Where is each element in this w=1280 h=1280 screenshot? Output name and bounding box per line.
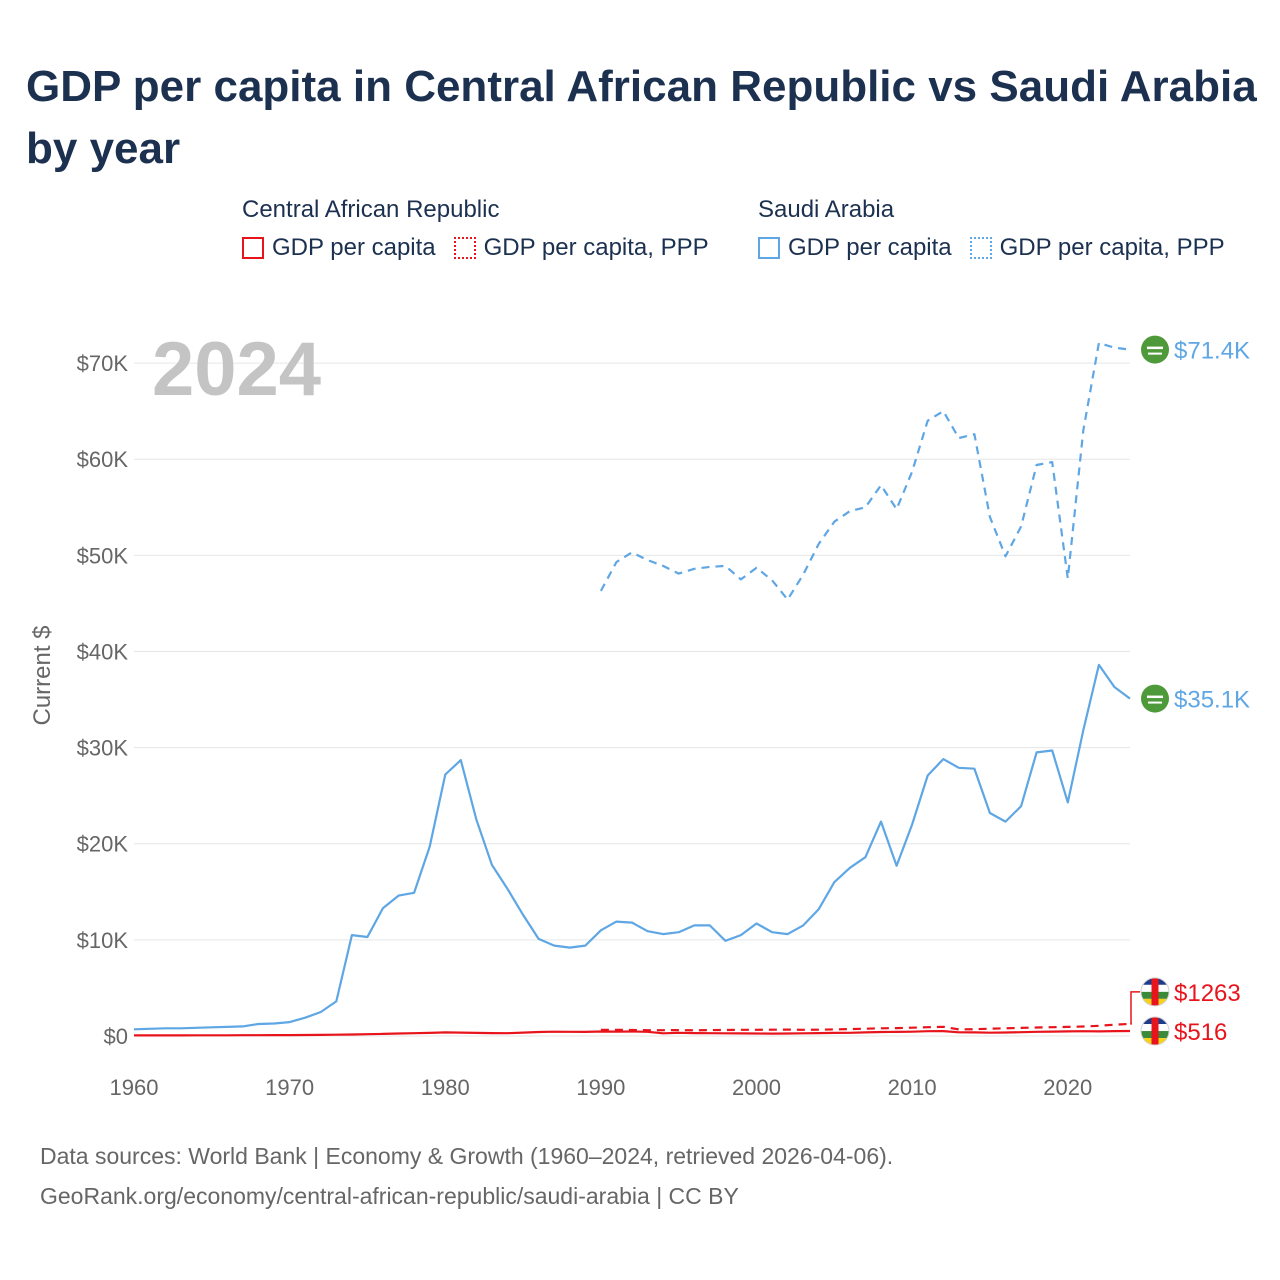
legend-group-central-african-republic: Central African Republic GDP per capita … bbox=[242, 192, 727, 268]
footer-link[interactable]: GeoRank.org/economy/central-african-repu… bbox=[40, 1183, 739, 1209]
y-tick-label: $30K bbox=[77, 736, 129, 761]
saudi-arabia-flag-icon bbox=[1141, 684, 1169, 713]
legend-swatch-solid bbox=[758, 237, 780, 259]
legend-swatch-dotted bbox=[969, 237, 992, 259]
legend-group-name: Saudi Arabia bbox=[758, 196, 895, 223]
x-tick-label: 2020 bbox=[1043, 1075, 1092, 1100]
legend-item-car-gdp-ppp[interactable]: GDP per capita, PPP bbox=[453, 234, 709, 262]
car-gdp-line[interactable] bbox=[134, 1029, 1131, 1037]
y-tick-label: $0 bbox=[104, 1024, 128, 1049]
end-value-label: $35.1K bbox=[1174, 687, 1250, 714]
saudi-gdp-line[interactable] bbox=[133, 663, 1131, 1031]
x-tick-label: 1970 bbox=[265, 1075, 314, 1100]
x-tick-label: 1990 bbox=[576, 1075, 625, 1100]
y-tick-label: $40K bbox=[77, 639, 129, 664]
legend-label: GDP per capita, PPP bbox=[999, 234, 1225, 261]
series-lines bbox=[133, 341, 1131, 1037]
x-tick-label: 2010 bbox=[888, 1075, 937, 1100]
y-tick-label: $10K bbox=[77, 928, 129, 953]
saudi-arabia-flag-icon bbox=[1141, 335, 1169, 364]
y-axis-ticks: $0 $10K $20K $30K $40K $50K $60K $70K bbox=[77, 351, 129, 1049]
x-tick-label: 1980 bbox=[421, 1075, 470, 1100]
central-african-republic-flag-icon bbox=[1140, 1016, 1170, 1046]
footer: Data sources: World Bank | Economy & Gro… bbox=[40, 1136, 893, 1216]
legend-label: GDP per capita bbox=[272, 234, 436, 261]
grid-lines bbox=[134, 362, 1130, 1037]
x-tick-label: 2000 bbox=[732, 1075, 781, 1100]
chart-title: GDP per capita in Central African Republ… bbox=[26, 62, 1257, 173]
legend-item-car-gdp[interactable]: GDP per capita bbox=[242, 234, 436, 262]
legend-label: GDP per capita bbox=[788, 234, 952, 261]
x-tick-label: 1960 bbox=[110, 1075, 159, 1100]
y-axis-title: Current $ bbox=[29, 625, 56, 725]
y-tick-label: $60K bbox=[77, 447, 129, 472]
end-label-connector bbox=[1130, 991, 1140, 1025]
end-value-label: $71.4K bbox=[1174, 338, 1250, 365]
line-chart: $0$10K$20K$30K$40K$50K$60K$70K 1960 1970 1… bbox=[29, 327, 1250, 1100]
end-labels: $71.4K $35.1K $1263 $516 bbox=[1130, 335, 1250, 1046]
central-african-republic-flag-icon bbox=[1140, 977, 1170, 1007]
car-gdp-ppp-line[interactable] bbox=[600, 1022, 1131, 1032]
legend-swatch-dotted bbox=[453, 237, 476, 259]
year-label: 2024 bbox=[152, 327, 321, 412]
end-value-label: $516 bbox=[1174, 1019, 1227, 1046]
end-value-label: $1263 bbox=[1174, 980, 1241, 1007]
legend-label: GDP per capita, PPP bbox=[483, 234, 709, 261]
legend-item-saudi-gdp-ppp[interactable]: GDP per capita, PPP bbox=[969, 234, 1225, 262]
footer-source: Data sources: World Bank | Economy & Gro… bbox=[40, 1143, 894, 1169]
saudi-gdp-ppp-line[interactable] bbox=[599, 341, 1131, 601]
y-tick-label: $20K bbox=[77, 832, 129, 857]
legend-swatch-solid bbox=[242, 237, 264, 259]
legend-item-saudi-gdp[interactable]: GDP per capita bbox=[758, 234, 952, 262]
legend-group-name: Central African Republic bbox=[242, 196, 500, 223]
legend-group-saudi-arabia: Saudi Arabia GDP per capita GDP per capi… bbox=[758, 192, 1243, 268]
y-tick-label: $50K bbox=[77, 543, 129, 568]
x-axis-ticks: 1960 1970 1980 1990 2000 2010 2020 bbox=[110, 1075, 1093, 1100]
y-tick-label: $70K bbox=[77, 351, 129, 376]
